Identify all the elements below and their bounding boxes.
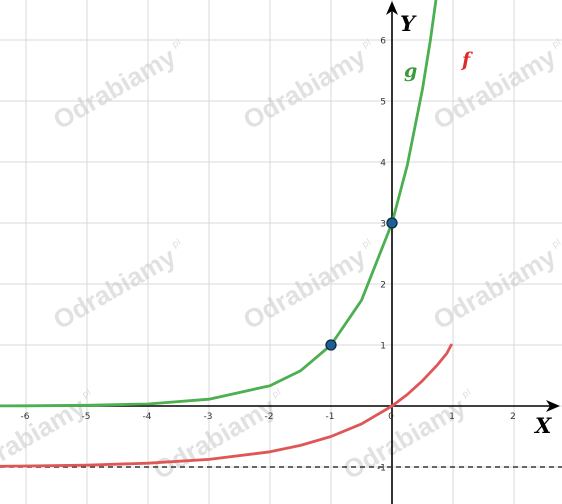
x-axis-title: X: [533, 413, 552, 438]
watermark-suffix: pl: [81, 388, 93, 401]
curve-label-f: f: [460, 49, 473, 71]
curve-label-g: g: [404, 60, 417, 82]
y-axis-title: Y: [400, 11, 417, 36]
watermark-text: Odrabiamy: [148, 391, 281, 485]
x-tick-label: 2: [510, 412, 516, 422]
watermark-text: Odrabiamy: [238, 41, 371, 135]
watermark-text: Odrabiamy: [428, 41, 561, 135]
watermark-text: Odrabiamy: [48, 241, 181, 335]
y-tick-label: -1: [377, 464, 386, 474]
watermark-suffix: pl: [271, 388, 283, 401]
intersection-point: [386, 217, 398, 229]
watermark-suffix: pl: [551, 238, 562, 251]
watermark-text: Odrabiamy: [238, 241, 371, 335]
x-axis-arrow-icon: [546, 400, 560, 412]
x-tick-label: -2: [265, 412, 274, 422]
y-tick-label: 2: [380, 281, 386, 291]
x-tick-label: 1: [449, 412, 455, 422]
watermark-suffix: pl: [171, 238, 183, 251]
x-tick-label: -3: [204, 412, 213, 422]
curves: [0, 0, 453, 468]
watermark-suffix: pl: [361, 238, 373, 251]
y-axis-arrow-icon: [386, 1, 398, 15]
watermark-text: Odrabiamy: [48, 41, 181, 135]
intersection-points: [325, 217, 398, 351]
x-tick-label: -6: [21, 412, 30, 422]
x-tick-label: -1: [326, 412, 335, 422]
watermark-suffix: pl: [461, 388, 473, 401]
intersection-point: [325, 339, 337, 351]
y-tick-label: 1: [380, 342, 386, 352]
y-tick-label: 5: [380, 98, 386, 108]
tick-labels: -6 -5 -4 -3 -2 -1 0 1 2 -1 1 2 3 4 5 6: [21, 37, 516, 474]
curve-f: [0, 343, 453, 468]
x-tick-label: 0: [388, 412, 394, 422]
x-tick-label: -5: [82, 412, 91, 422]
watermark-suffix: pl: [551, 38, 562, 51]
y-tick-label: 4: [380, 159, 386, 169]
y-tick-label: 6: [380, 37, 386, 47]
curve-g: [0, 0, 438, 408]
watermark-text: Odrabiamy: [428, 241, 561, 335]
y-tick-label: 3: [380, 220, 386, 230]
x-tick-label: -4: [143, 412, 152, 422]
watermark-text: Odrabiamy: [338, 391, 471, 485]
